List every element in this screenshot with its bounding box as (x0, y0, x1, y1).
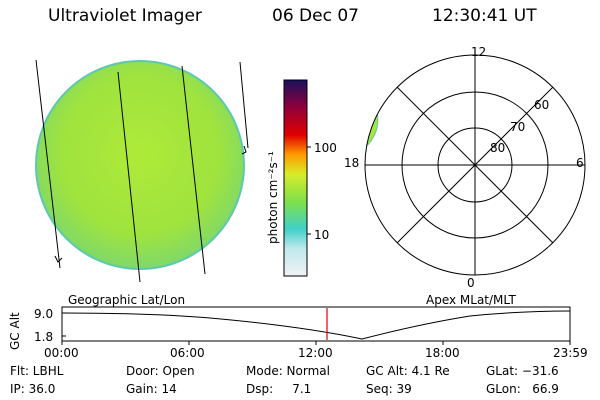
ip-status: IP: 36.0 (10, 382, 56, 396)
altitude-plot (61, 306, 571, 345)
time-tick-2359: 23:59 (553, 346, 588, 360)
lat-label-60: 60 (534, 98, 550, 112)
dsp-status: Dsp: 7.1 (246, 382, 312, 396)
mlt-label-12: 12 (471, 45, 487, 59)
alt-tick-1-8: 1.8 (34, 330, 54, 344)
time-tick-0000: 00:00 (44, 346, 79, 360)
alt-tick-9: 9.0 (34, 307, 54, 321)
mlt-label-0: 0 (467, 276, 475, 290)
time-tick-1800: 18:00 (425, 346, 460, 360)
glat-status: GLat: −31.6 (486, 364, 559, 378)
instrument-title: Ultraviolet Imager (48, 6, 202, 26)
mlt-label-18: 18 (344, 156, 360, 170)
door-status: Door: Open (126, 364, 195, 378)
polar-grid (364, 54, 586, 276)
mlt-label-6: 6 (576, 156, 584, 170)
colorbar (283, 79, 308, 277)
colorbar-tick-100: 100 (314, 141, 337, 155)
lat-label-80: 80 (490, 141, 506, 155)
glon-status: GLon: 66.9 (486, 382, 559, 396)
gc-alt-axis-label: GC Alt (8, 312, 22, 350)
lat-label-70: 70 (510, 120, 526, 134)
colorbar-unit-label: photon cm⁻²s⁻¹ (266, 151, 280, 244)
time-tick-0600: 06:00 (170, 346, 205, 360)
date-label: 06 Dec 07 (272, 6, 359, 26)
gc-alt-status: GC Alt: 4.1 Re (366, 364, 450, 378)
time-label: 12:30:41 UT (432, 6, 537, 26)
seq-status: Seq: 39 (366, 382, 412, 396)
mode-status: Mode: Normal (246, 364, 330, 378)
colorbar-tick-10: 10 (314, 228, 330, 242)
filter-status: Flt: LBHL (10, 364, 64, 378)
earth-disk-image (35, 59, 249, 283)
apex-title: Apex MLat/MLT (426, 293, 516, 307)
time-tick-1200: 12:00 (298, 346, 333, 360)
gain-status: Gain: 14 (126, 382, 177, 396)
geographic-title: Geographic Lat/Lon (68, 293, 186, 307)
